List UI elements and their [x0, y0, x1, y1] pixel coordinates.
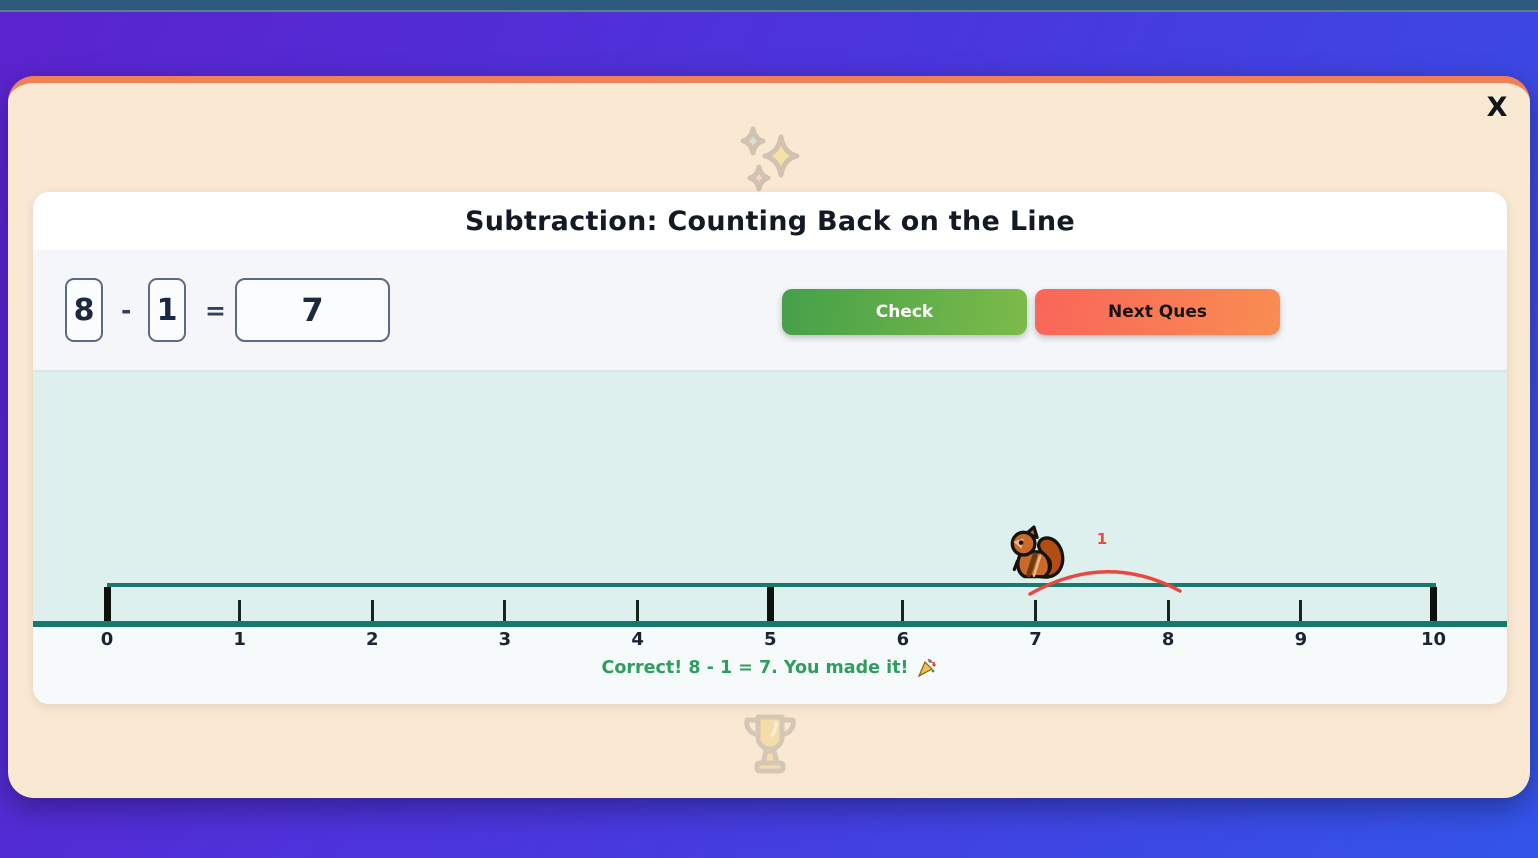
jump-arc: [1028, 570, 1182, 596]
next-question-button[interactable]: Next Ques: [1035, 289, 1280, 335]
minus-operator: -: [121, 295, 132, 325]
title-row: Subtraction: Counting Back on the Line: [33, 192, 1507, 250]
activity-modal: X Subtraction: Counting Back on the Line…: [8, 76, 1530, 798]
tick-10: [1430, 587, 1437, 621]
feedback-row: Correct! 8 - 1 = 7. You made it!: [33, 657, 1507, 679]
tick-3: [503, 600, 507, 621]
tick-6: [901, 600, 905, 621]
feedback-message: Correct! 8 - 1 = 7. You made it!: [601, 658, 909, 678]
labels-and-feedback: 0 1 2 3 4 5 6 7 8 9 10 Correct! 8 - 1 = 7. You mad…: [33, 627, 1507, 704]
tick-4: [636, 600, 640, 621]
tick-8: [1166, 600, 1170, 621]
number-label-2: 2: [366, 629, 379, 650]
minuend-box: 8: [65, 278, 103, 342]
number-label-7: 7: [1029, 629, 1042, 650]
number-label-4: 4: [631, 629, 644, 650]
subtrahend-box: 1: [148, 278, 186, 342]
page-title: Subtraction: Counting Back on the Line: [464, 205, 1076, 237]
party-popper-icon: [918, 658, 937, 678]
check-button[interactable]: Check: [782, 289, 1027, 335]
number-label-0: 0: [100, 629, 114, 650]
sparkles-icon: [740, 126, 800, 192]
number-line-area: 1: [33, 372, 1507, 627]
number-label-9: 9: [1294, 629, 1308, 650]
tick-9: [1299, 600, 1303, 621]
number-label-1: 1: [233, 629, 246, 650]
tick-2: [370, 600, 374, 621]
answer-input[interactable]: 7: [235, 278, 390, 342]
number-label-10: 10: [1420, 629, 1447, 650]
number-label-6: 6: [896, 629, 910, 650]
jump-count-label: 1: [1096, 530, 1108, 548]
tick-7: [1034, 600, 1038, 621]
equals-sign: =: [205, 295, 226, 325]
trophy-icon: [744, 714, 796, 774]
chipmunk-icon: [1010, 525, 1065, 579]
equation-row: 8 - 1 = 7 Check Next Ques: [33, 250, 1507, 372]
number-line-top-rail: [107, 583, 1436, 587]
number-label-5: 5: [763, 629, 777, 650]
number-line-axis: [33, 621, 1507, 627]
browser-top-bar: [0, 0, 1538, 12]
number-label-8: 8: [1161, 629, 1175, 650]
close-button[interactable]: X: [1486, 92, 1508, 123]
question-card: Subtraction: Counting Back on the Line 8…: [33, 192, 1507, 704]
number-label-3: 3: [498, 629, 512, 650]
tick-1: [238, 600, 242, 621]
tick-0: [103, 587, 111, 621]
tick-5: [766, 587, 774, 621]
